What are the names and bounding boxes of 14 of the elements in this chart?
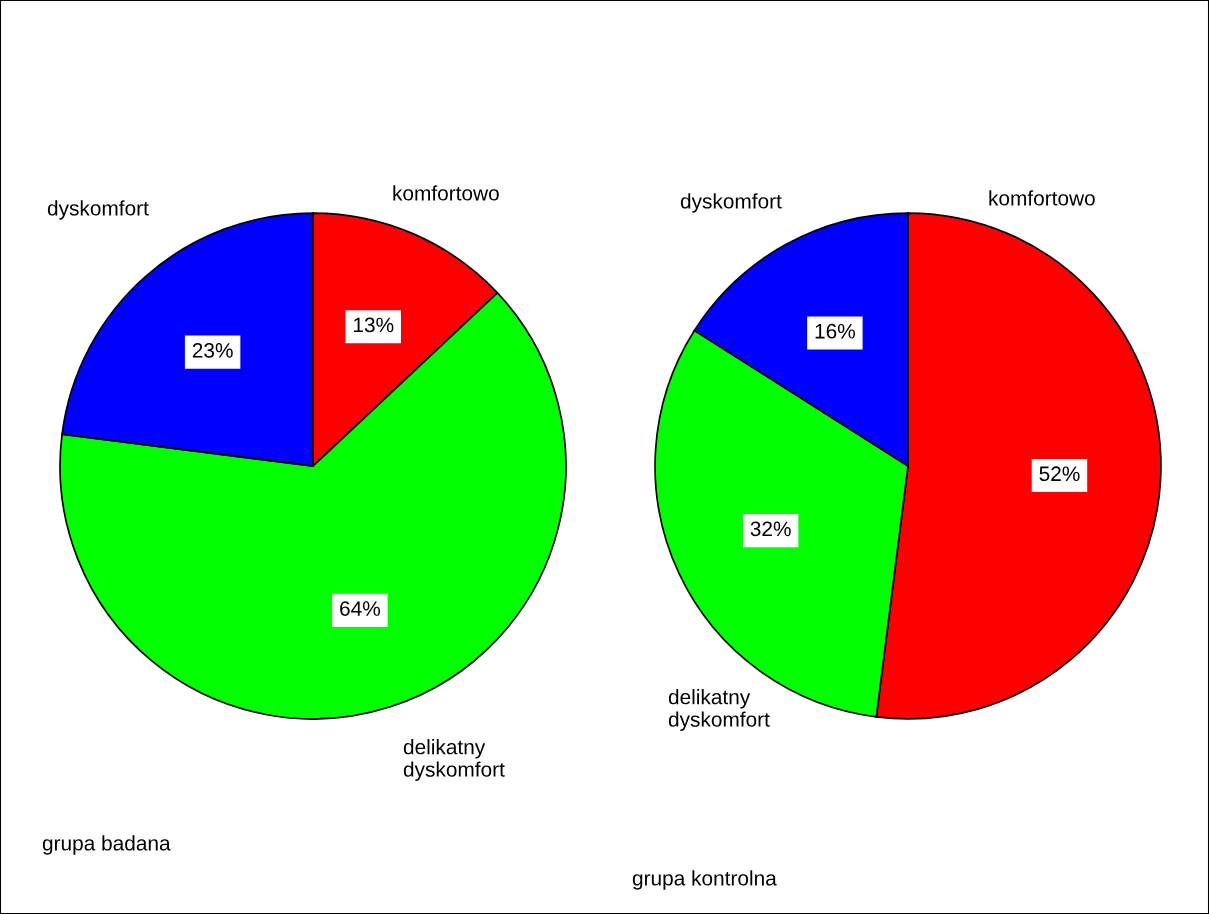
slice-label: dyskomfort	[680, 193, 782, 213]
data-label: 52%	[1039, 466, 1080, 482]
data-label: 23%	[192, 343, 233, 358]
data-label: 16%	[815, 323, 855, 339]
slice-label: delikatny dyskomfort	[403, 739, 505, 781]
slice-label: komfortowo	[393, 185, 499, 201]
slice-label: komfortowo	[989, 190, 1095, 206]
data-label: 13%	[354, 317, 394, 333]
slice-label: dyskomfort	[47, 200, 149, 220]
text: grupa kontrolna	[632, 870, 777, 890]
slice-label: delikatny dyskomfort	[668, 689, 770, 731]
data-label: 32%	[750, 521, 791, 537]
text: grupa badana	[42, 835, 171, 855]
data-label: 64%	[340, 601, 381, 616]
